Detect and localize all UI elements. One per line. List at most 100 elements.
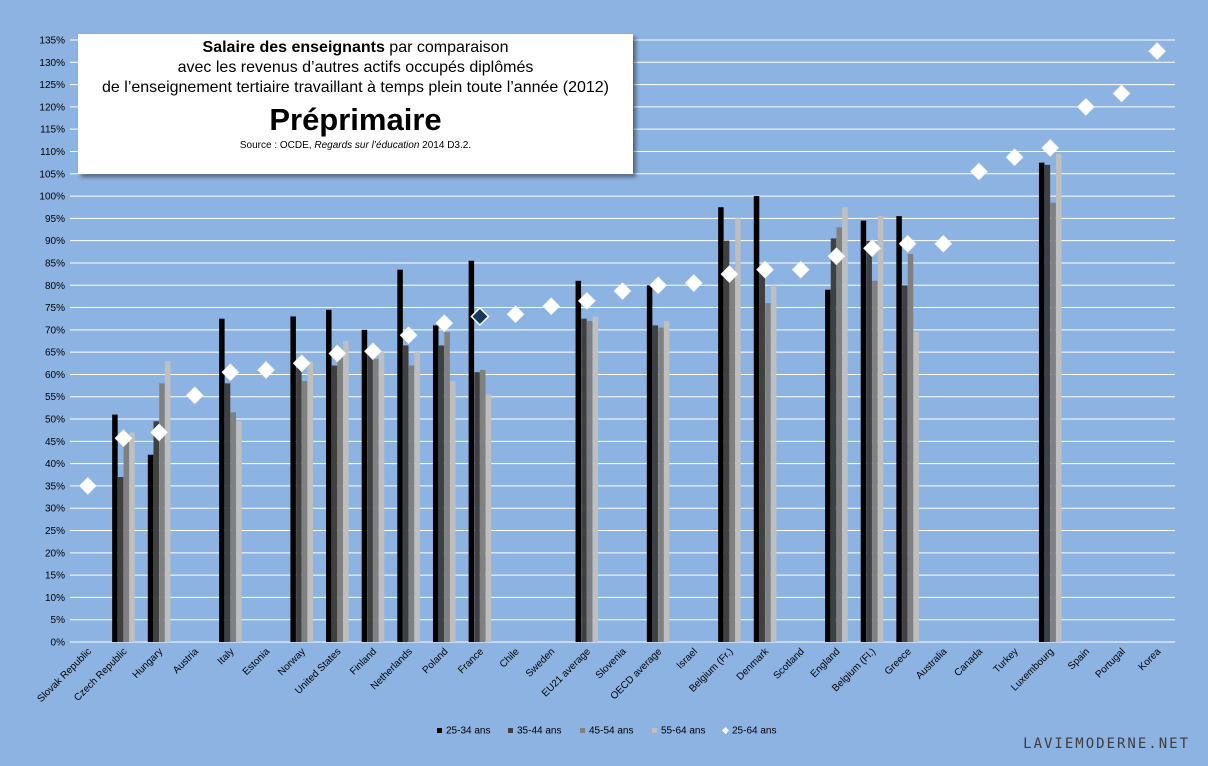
y-tick-label: 40% bbox=[45, 459, 65, 470]
bar bbox=[1050, 202, 1056, 642]
legend-swatch bbox=[437, 728, 442, 733]
bar bbox=[307, 361, 313, 642]
bar bbox=[414, 352, 420, 642]
diamond-marker bbox=[257, 361, 275, 379]
y-tick-label: 50% bbox=[45, 415, 65, 426]
diamond-marker bbox=[1112, 84, 1131, 103]
bar bbox=[658, 327, 664, 642]
y-tick-label: 25% bbox=[45, 526, 65, 537]
y-tick-label: 15% bbox=[45, 571, 65, 582]
bar bbox=[896, 216, 902, 642]
legend: 25-34 ans 35-44 ans 45-54 ans 55-64 ans 25-6… bbox=[437, 726, 776, 737]
legend-label: 25-64 ans bbox=[732, 726, 776, 737]
diamond-marker bbox=[150, 423, 169, 442]
y-tick-label: 20% bbox=[45, 548, 65, 559]
bar bbox=[646, 285, 653, 642]
bar bbox=[326, 309, 332, 642]
bar bbox=[718, 207, 724, 642]
bar bbox=[1044, 164, 1051, 642]
y-tick-label: 110% bbox=[40, 147, 65, 158]
diamond-marker bbox=[684, 274, 703, 292]
diamond-marker bbox=[791, 260, 810, 279]
bar bbox=[830, 238, 837, 642]
bar bbox=[337, 352, 343, 642]
diamond-marker bbox=[934, 234, 953, 253]
diamond-marker bbox=[506, 305, 525, 324]
diamond-marker bbox=[1076, 97, 1095, 116]
bar bbox=[765, 303, 771, 642]
bar bbox=[373, 358, 379, 642]
diamond-marker bbox=[577, 291, 596, 310]
diamond-marker bbox=[1041, 138, 1060, 157]
diamond-marker bbox=[114, 429, 133, 448]
bar bbox=[770, 285, 777, 642]
legend-label: 55-64 ans bbox=[661, 726, 705, 737]
legend-label: 35-44 ans bbox=[517, 726, 561, 737]
bar bbox=[296, 367, 302, 642]
bar bbox=[403, 345, 409, 642]
diamond-marker bbox=[185, 386, 204, 405]
diamond-marker bbox=[970, 162, 988, 181]
diamond-marker bbox=[863, 239, 881, 258]
diamond-marker bbox=[542, 297, 561, 316]
bar bbox=[444, 332, 450, 642]
bar bbox=[432, 325, 439, 642]
y-tick-label: 30% bbox=[45, 504, 65, 515]
y-tick-label: 55% bbox=[45, 392, 65, 403]
bar bbox=[581, 318, 587, 642]
bar bbox=[1056, 153, 1062, 642]
bar bbox=[236, 421, 242, 642]
chart-title: Préprimaire bbox=[269, 102, 442, 137]
diamond-markers bbox=[78, 42, 1167, 495]
bar bbox=[230, 412, 237, 642]
bar bbox=[575, 280, 582, 642]
bar bbox=[301, 381, 308, 642]
bar bbox=[224, 383, 231, 642]
bar bbox=[112, 414, 118, 642]
y-tick-label: 135% bbox=[39, 36, 65, 47]
bar bbox=[117, 477, 124, 642]
y-tick-label: 130% bbox=[39, 58, 65, 69]
diamond-marker bbox=[78, 477, 97, 495]
y-tick-label: 95% bbox=[45, 214, 65, 225]
source-prefix: Source : OCDE, bbox=[239, 140, 315, 151]
diamond-marker bbox=[1148, 42, 1167, 61]
bar bbox=[129, 432, 135, 642]
bar bbox=[438, 345, 445, 642]
y-tick-label: 120% bbox=[39, 102, 65, 113]
bar bbox=[663, 320, 670, 642]
y-tick-label: 85% bbox=[45, 258, 65, 269]
title-line-1-bold: Salaire des enseignants bbox=[202, 39, 385, 56]
y-tick-label: 100% bbox=[39, 192, 65, 203]
bar bbox=[729, 269, 736, 642]
bar bbox=[164, 361, 171, 642]
y-tick-label: 5% bbox=[51, 615, 66, 626]
y-tick-label: 80% bbox=[45, 281, 65, 292]
diamond-marker bbox=[720, 265, 739, 284]
bar bbox=[480, 369, 486, 642]
bar bbox=[860, 220, 867, 642]
diamond-marker bbox=[399, 326, 418, 345]
y-tick-label: 35% bbox=[45, 481, 65, 492]
bar bbox=[153, 421, 160, 642]
diamond-marker bbox=[827, 247, 846, 266]
diamond-marker bbox=[613, 282, 632, 300]
bar bbox=[219, 318, 225, 642]
bar bbox=[907, 254, 914, 643]
legend-swatch bbox=[652, 728, 657, 733]
title-line-1: Salaire des enseignants par comparaison bbox=[78, 38, 633, 58]
y-tick-label: 70% bbox=[45, 325, 65, 336]
bar bbox=[1038, 162, 1045, 642]
bar bbox=[872, 280, 878, 642]
y-tick-label: 60% bbox=[45, 370, 65, 381]
diamond-marker bbox=[221, 363, 240, 382]
y-tick-label: 65% bbox=[45, 348, 65, 359]
bar bbox=[474, 372, 480, 642]
bar bbox=[913, 332, 919, 642]
bar bbox=[361, 329, 368, 642]
legend-swatch bbox=[580, 728, 585, 733]
legend-swatch-diamond bbox=[722, 727, 729, 734]
title-box: Salaire des enseignants par comparaison … bbox=[78, 34, 633, 174]
legend-label: 45-54 ans bbox=[589, 726, 633, 737]
bar bbox=[723, 240, 730, 642]
